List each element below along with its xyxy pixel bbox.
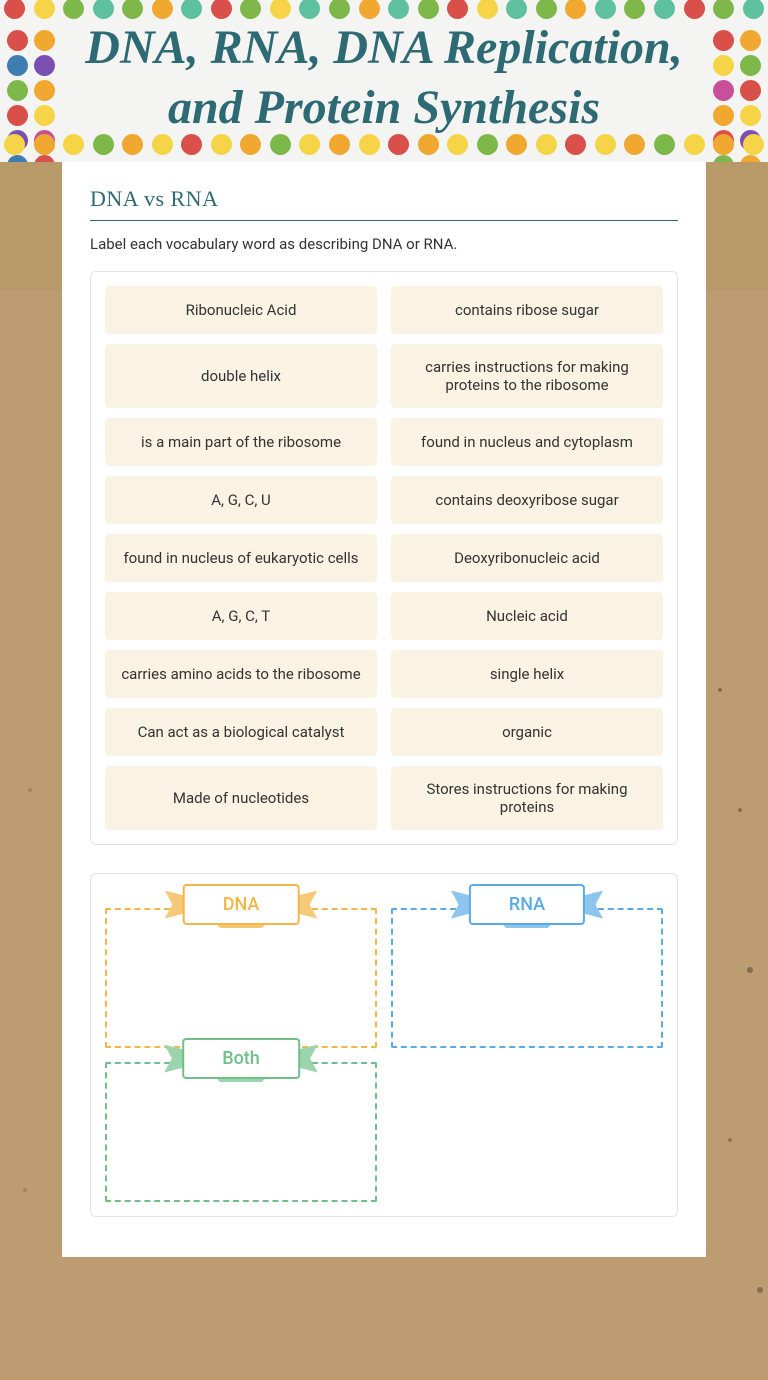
vocab-card[interactable]: carries instructions for making proteins… xyxy=(391,344,663,408)
vocab-card[interactable]: found in nucleus of eukaryotic cells xyxy=(105,534,377,582)
ribbon-both: Both xyxy=(164,1038,318,1079)
vocab-card[interactable]: single helix xyxy=(391,650,663,698)
vocab-card[interactable]: Made of nucleotides xyxy=(105,766,377,830)
drop-zone-container: DNA RNA Both xyxy=(90,873,678,1217)
section-title: DNA vs RNA xyxy=(90,186,678,221)
vocab-card[interactable]: organic xyxy=(391,708,663,756)
vocab-card[interactable]: double helix xyxy=(105,344,377,408)
vocab-card[interactable]: A, G, C, U xyxy=(105,476,377,524)
vocab-card-container: Ribonucleic Acid contains ribose sugar d… xyxy=(90,271,678,845)
dropzone-rna[interactable]: RNA xyxy=(391,908,663,1048)
ribbon-label-dna: DNA xyxy=(183,884,300,925)
ribbon-dna: DNA xyxy=(165,884,318,925)
vocab-card[interactable]: Deoxyribonucleic acid xyxy=(391,534,663,582)
vocab-card[interactable]: carries amino acids to the ribosome xyxy=(105,650,377,698)
vocab-card[interactable]: A, G, C, T xyxy=(105,592,377,640)
decorative-dots-bottom xyxy=(0,134,768,162)
vocab-card[interactable]: found in nucleus and cytoplasm xyxy=(391,418,663,466)
vocab-card[interactable]: Ribonucleic Acid xyxy=(105,286,377,334)
vocab-card[interactable]: Can act as a biological catalyst xyxy=(105,708,377,756)
vocab-card[interactable]: is a main part of the ribosome xyxy=(105,418,377,466)
vocab-card[interactable]: Stores instructions for making proteins xyxy=(391,766,663,830)
dropzone-both[interactable]: Both xyxy=(105,1062,377,1202)
page-title: DNA, RNA, DNA Replication, and Protein S… xyxy=(70,18,698,138)
ribbon-label-both: Both xyxy=(182,1038,300,1079)
vocab-card[interactable]: contains ribose sugar xyxy=(391,286,663,334)
page-header: DNA, RNA, DNA Replication, and Protein S… xyxy=(0,0,768,162)
content-panel: DNA vs RNA Label each vocabulary word as… xyxy=(62,162,706,1257)
vocab-card[interactable]: Nucleic acid xyxy=(391,592,663,640)
section-instruction: Label each vocabulary word as describing… xyxy=(90,235,678,253)
ribbon-rna: RNA xyxy=(451,884,603,925)
vocab-card[interactable]: contains deoxyribose sugar xyxy=(391,476,663,524)
ribbon-label-rna: RNA xyxy=(469,884,585,925)
dropzone-dna[interactable]: DNA xyxy=(105,908,377,1048)
